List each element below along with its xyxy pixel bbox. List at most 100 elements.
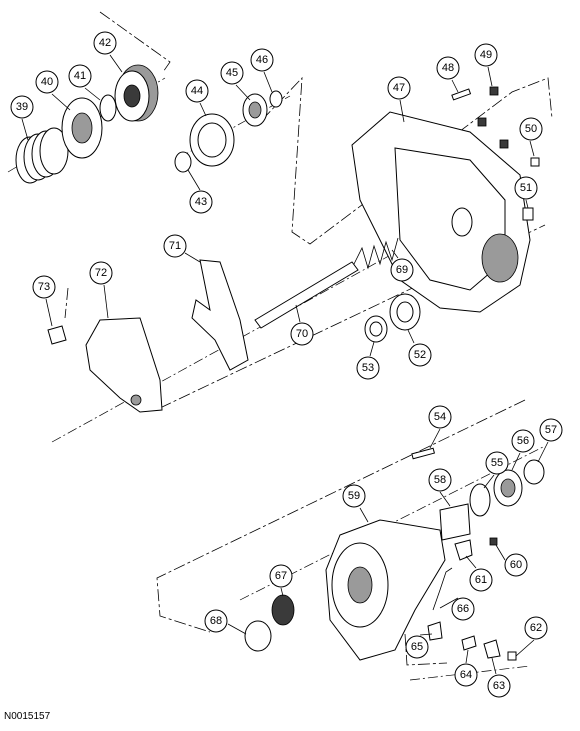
retaining-ring-part	[174, 151, 192, 173]
spacer-ring-part	[364, 315, 388, 343]
callout-45: 45	[220, 61, 244, 85]
callout-number: 68	[210, 615, 222, 627]
callout-54: 54	[428, 405, 452, 429]
snap-ring-part	[99, 94, 117, 122]
bearing-part	[242, 93, 268, 127]
drive-gear-part	[114, 64, 159, 122]
callout-number: 50	[525, 123, 537, 135]
callout-number: 67	[275, 570, 287, 582]
callout-72: 72	[89, 261, 113, 285]
callout-51: 51	[514, 176, 538, 200]
wire-part	[432, 567, 453, 611]
callout-number: 66	[457, 603, 469, 615]
callout-number: 43	[195, 196, 207, 208]
assembly-boundary-lines	[64, 11, 553, 666]
callout-67: 67	[269, 564, 293, 588]
callout-number: 52	[414, 349, 426, 361]
callout-56: 56	[511, 429, 535, 453]
callout-69: 69	[390, 258, 414, 282]
callout-40: 40	[35, 70, 59, 94]
callout-66: 66	[451, 597, 475, 621]
callout-number: 56	[517, 435, 529, 447]
pin-part	[530, 157, 540, 167]
screw-part	[489, 537, 498, 546]
callout-55: 55	[485, 451, 509, 475]
callout-number: 65	[411, 641, 423, 653]
callout-number: 72	[95, 267, 107, 279]
callout-50: 50	[519, 117, 543, 141]
callout-number: 62	[530, 622, 542, 634]
callout-42: 42	[93, 31, 117, 55]
rear-bushing-part	[244, 620, 272, 652]
callout-number: 53	[362, 362, 374, 374]
rear-bearing-part	[389, 293, 421, 331]
callout-63: 63	[487, 674, 511, 698]
callout-number: 57	[545, 424, 557, 436]
thrust-plate-part	[61, 97, 103, 159]
fork-pad-part	[47, 325, 67, 345]
callout-64: 64	[454, 663, 478, 687]
callout-number: 46	[256, 54, 268, 66]
callout-59: 59	[342, 484, 366, 508]
output-flange-part	[523, 459, 545, 485]
callout-62: 62	[524, 616, 548, 640]
callout-number: 71	[169, 240, 181, 252]
output-bearing-part	[493, 469, 523, 507]
callout-number: 59	[348, 490, 360, 502]
callout-number: 51	[520, 182, 532, 194]
callout-73: 73	[32, 275, 56, 299]
bracket-part	[427, 621, 443, 641]
callout-number: 70	[296, 328, 308, 340]
callout-number: 69	[396, 264, 408, 276]
extension-housing-part	[325, 519, 446, 661]
callout-number: 55	[491, 457, 503, 469]
plug-part	[507, 651, 517, 661]
callout-number: 61	[475, 574, 487, 586]
callout-number: 41	[74, 70, 86, 82]
coil-spring-part	[15, 127, 69, 184]
callout-number: 48	[442, 62, 454, 74]
shift-rail-part	[254, 261, 359, 329]
callout-labels: 39 40 41 42 43 44 45 46 47 48 49 50 51 52 53 54 55 56 57 58…	[10, 31, 563, 698]
callout-48: 48	[436, 56, 460, 80]
callout-number: 54	[434, 411, 446, 423]
thrust-ring-part	[469, 483, 491, 517]
callout-71: 71	[163, 234, 187, 258]
callout-46: 46	[250, 48, 274, 72]
bolt-part	[451, 88, 472, 101]
callout-43: 43	[189, 190, 213, 214]
callout-number: 39	[16, 101, 28, 113]
callout-number: 73	[38, 281, 50, 293]
callout-39: 39	[10, 95, 34, 119]
callout-number: 58	[434, 474, 446, 486]
range-fork-part	[85, 317, 163, 413]
callout-60: 60	[504, 553, 528, 577]
clip-part	[522, 207, 534, 221]
shift-fork-part	[191, 259, 249, 371]
callout-number: 42	[99, 37, 111, 49]
callout-58: 58	[428, 468, 452, 492]
callout-53: 53	[356, 356, 380, 380]
callout-number: 49	[480, 49, 492, 61]
shift-spring-part	[351, 237, 399, 270]
callout-number: 40	[41, 76, 53, 88]
callout-61: 61	[469, 568, 493, 592]
snap-ring-small-part	[269, 90, 283, 108]
callout-number: 45	[226, 67, 238, 79]
connector-part	[483, 639, 501, 659]
callout-number: 63	[493, 680, 505, 692]
nut-parts	[477, 86, 509, 149]
callout-70: 70	[290, 322, 314, 346]
figure-code: N0015157	[4, 711, 51, 722]
clip-small-part	[461, 635, 477, 651]
callout-52: 52	[408, 343, 432, 367]
callout-49: 49	[474, 43, 498, 67]
sensor-part	[454, 539, 473, 561]
callout-44: 44	[185, 79, 209, 103]
callout-number: 60	[510, 559, 522, 571]
callout-57: 57	[539, 418, 563, 442]
leader-lines	[21, 54, 549, 675]
callout-number: 47	[393, 82, 405, 94]
callout-65: 65	[405, 635, 429, 659]
callout-47: 47	[387, 76, 411, 100]
